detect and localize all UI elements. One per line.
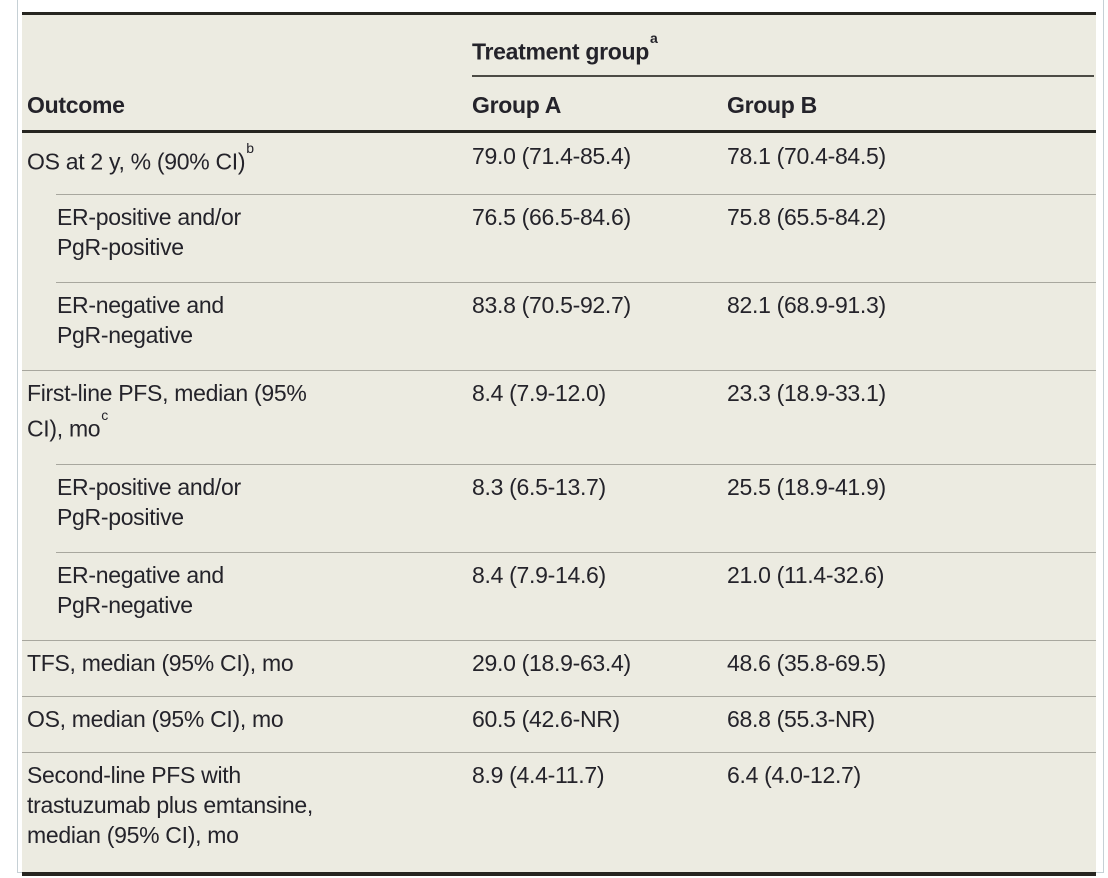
outcome-label: OS, median (95% CI), mo: [27, 705, 284, 732]
table-row: OS, median (95% CI), mo 60.5 (42.6-NR) 6…: [22, 695, 1096, 752]
table-header: Treatment groupa Outcome Group A Group B: [22, 15, 1096, 133]
outcome-cell: TFS, median (95% CI), mo: [22, 640, 472, 696]
outcome-label: OS at 2 y, % (90% CI): [27, 148, 246, 175]
outcome-cell: ER-negative and PgR-negative: [22, 552, 472, 640]
table-body: OS at 2 y, % (90% CI)b 79.0 (71.4-85.4) …: [22, 133, 1096, 872]
footnote-marker-c: c: [101, 407, 109, 424]
table-row: ER-negative and PgR-negative 83.8 (70.5-…: [22, 282, 1096, 370]
table-row: ER-negative and PgR-negative 8.4 (7.9-14…: [22, 551, 1096, 640]
group-b-value: 21.0 (11.4-32.6): [727, 561, 885, 588]
spanner-cell: Treatment groupa: [472, 15, 1094, 77]
group-a-value: 60.5 (42.6-NR): [472, 705, 620, 732]
group-a-value: 76.5 (66.5-84.6): [472, 204, 631, 231]
outcome-cell: ER-negative and PgR-negative: [22, 282, 472, 370]
outcome-label: ER-positive and/or PgR-positive: [57, 473, 241, 530]
group-b-value: 82.1 (68.9-91.3): [727, 292, 886, 319]
outcome-label: TFS, median (95% CI), mo: [27, 649, 294, 676]
footnote-marker-a: a: [649, 30, 658, 46]
group-a-value: 8.9 (4.4-11.7): [472, 761, 605, 788]
group-b-value: 6.4 (4.0-12.7): [727, 761, 861, 788]
outcome-cell: Second-line PFS with trastuzumab plus em…: [22, 752, 472, 872]
table-row: ER-positive and/or PgR-positive 8.3 (6.5…: [22, 463, 1096, 552]
column-header-outcome: Outcome: [27, 91, 125, 118]
footnote-marker-b: b: [246, 139, 255, 156]
outcome-cell: OS at 2 y, % (90% CI)b: [22, 133, 472, 195]
outcomes-table: Treatment groupa Outcome Group A Group B…: [22, 12, 1096, 876]
outcome-cell: ER-positive and/or PgR-positive: [22, 464, 472, 552]
spanner-spacer: [22, 15, 472, 77]
group-b-value: 68.8 (55.3-NR): [727, 705, 875, 732]
table-row: TFS, median (95% CI), mo 29.0 (18.9-63.4…: [22, 639, 1096, 696]
group-a-value: 79.0 (71.4-85.4): [472, 142, 631, 169]
table-row: ER-positive and/or PgR-positive 76.5 (66…: [22, 194, 1096, 282]
spanner-row: Treatment groupa: [22, 15, 1096, 77]
group-a-value: 8.3 (6.5-13.7): [472, 473, 606, 500]
table-row: OS at 2 y, % (90% CI)b 79.0 (71.4-85.4) …: [22, 133, 1096, 195]
group-a-value: 83.8 (70.5-92.7): [472, 292, 631, 319]
column-header-group-b: Group B: [727, 91, 817, 118]
group-a-value: 8.4 (7.9-14.6): [472, 561, 606, 588]
group-a-value: 8.4 (7.9-12.0): [472, 380, 606, 407]
group-b-value: 23.3 (18.9-33.1): [727, 380, 886, 407]
column-header-group-a: Group A: [472, 91, 562, 118]
group-a-value: 29.0 (18.9-63.4): [472, 649, 631, 676]
group-b-value: 75.8 (65.5-84.2): [727, 204, 886, 231]
table-row: First-line PFS, median (95% CI), moc 8.4…: [22, 370, 1096, 464]
outcome-cell: ER-positive and/or PgR-positive: [22, 194, 472, 282]
group-b-value: 25.5 (18.9-41.9): [727, 473, 886, 500]
table-row: Second-line PFS with trastuzumab plus em…: [22, 751, 1096, 872]
outcome-label: Second-line PFS with trastuzumab plus em…: [27, 761, 313, 848]
column-headers-row: Outcome Group A Group B: [22, 77, 1096, 130]
group-b-value: 48.6 (35.8-69.5): [727, 649, 886, 676]
outcome-cell: First-line PFS, median (95% CI), moc: [22, 370, 472, 464]
outcome-label: ER-negative and PgR-negative: [57, 292, 224, 349]
outcome-cell: OS, median (95% CI), mo: [22, 696, 472, 752]
spanner-label: Treatment group: [472, 38, 649, 65]
outcome-label: ER-negative and PgR-negative: [57, 561, 224, 618]
figure-frame: Treatment groupa Outcome Group A Group B…: [17, 0, 1104, 876]
outcome-label: ER-positive and/or PgR-positive: [57, 204, 241, 261]
outcome-label: First-line PFS, median (95% CI), mo: [27, 380, 307, 442]
group-b-value: 78.1 (70.4-84.5): [727, 142, 886, 169]
